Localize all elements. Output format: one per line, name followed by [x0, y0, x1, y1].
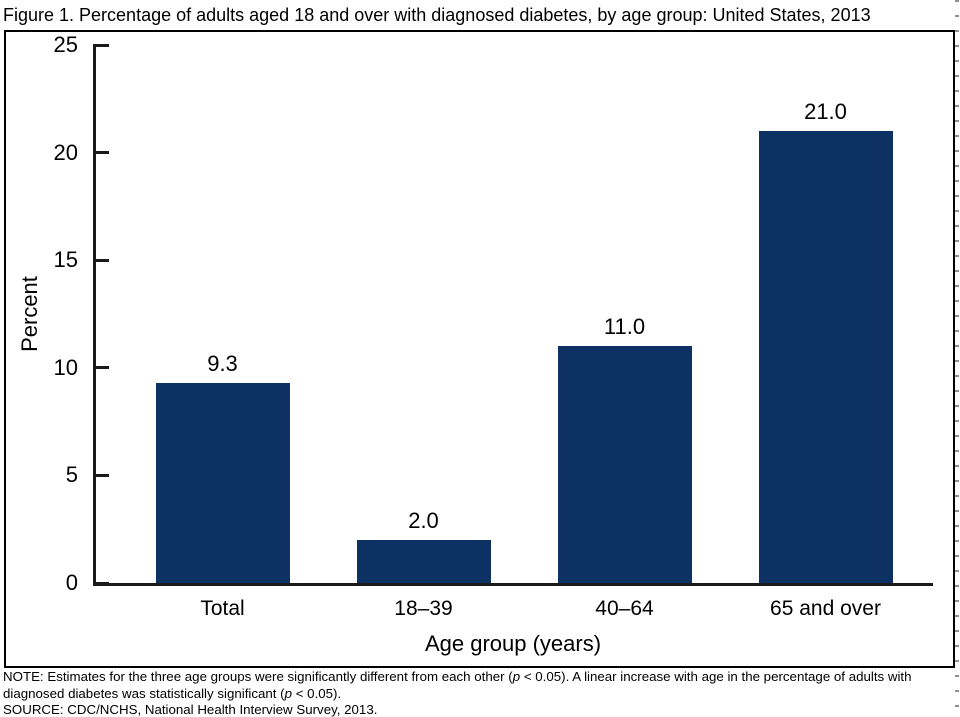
chart-frame: 0 5 10 15 20 25 9.3 Total 2.0 18–39 11.0 40–64 21.0 6…	[4, 30, 955, 668]
x-category-label: Total	[200, 597, 245, 620]
note-italic-term: p	[284, 685, 293, 701]
note-fragment: < 0.05).	[292, 685, 342, 701]
bar-value-label: 11.0	[603, 314, 646, 340]
y-tick-label: 20	[53, 139, 78, 165]
y-axis-tick	[93, 473, 109, 477]
y-tick-label: 10	[53, 354, 78, 380]
note-fragment: NOTE: Estimates for the three age groups…	[3, 669, 513, 684]
y-tick-label: 15	[53, 247, 78, 273]
bar-value-label: 2.0	[408, 507, 439, 533]
bar-65-and-over	[758, 131, 893, 583]
right-edge-marks	[955, 0, 959, 717]
y-axis-line	[93, 45, 96, 586]
note-italic-term: p	[512, 669, 521, 684]
x-category-label: 18–39	[394, 597, 453, 620]
figure-title: Figure 1. Percentage of adults aged 18 a…	[3, 5, 871, 25]
x-category-label: 65 and over	[770, 597, 881, 620]
y-tick-label: 5	[65, 462, 78, 488]
bar-18-39	[356, 539, 491, 583]
y-axis-title: Percent	[17, 276, 42, 352]
y-axis-tick	[93, 43, 109, 47]
y-axis-tick	[93, 366, 109, 370]
y-tick-label: 25	[53, 32, 78, 57]
bar-value-label: 9.3	[207, 350, 238, 376]
figure-notes: NOTE: Estimates for the three age groups…	[3, 669, 957, 717]
y-axis-tick	[93, 151, 109, 155]
note-fragment: < 0.05). A linear increase with age in t…	[3, 669, 912, 701]
x-axis-line	[93, 583, 933, 586]
y-tick-label: 0	[65, 570, 78, 595]
y-axis-tick	[93, 258, 109, 262]
bar-total	[155, 382, 290, 583]
x-axis-title: Age group (years)	[424, 631, 602, 656]
note-text: NOTE: Estimates for the three age groups…	[3, 669, 957, 702]
x-category-label: 40–64	[595, 597, 654, 620]
bar-value-label: 21.0	[804, 99, 847, 125]
source-text: SOURCE: CDC/NCHS, National Health Interv…	[3, 702, 378, 717]
bar-40-64	[557, 346, 692, 583]
